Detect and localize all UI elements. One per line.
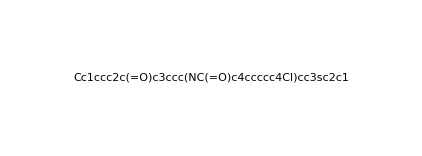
Text: Cc1ccc2c(=O)c3ccc(NC(=O)c4ccccc4Cl)cc3sc2c1: Cc1ccc2c(=O)c3ccc(NC(=O)c4ccccc4Cl)cc3sc… bbox=[73, 73, 349, 83]
